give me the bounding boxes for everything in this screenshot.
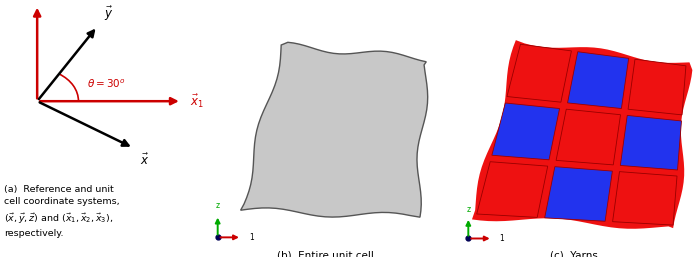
Polygon shape: [472, 40, 692, 229]
Text: $\theta = 30^o$: $\theta = 30^o$: [87, 78, 125, 90]
Polygon shape: [507, 44, 571, 102]
Text: $\vec{x}$: $\vec{x}$: [140, 153, 149, 168]
Polygon shape: [477, 162, 547, 217]
Polygon shape: [545, 167, 612, 221]
Text: 1: 1: [249, 233, 254, 242]
Text: (a)  Reference and unit
cell coordinate systems,
$(\vec{x}, \vec{y}, \vec{z})$ a: (a) Reference and unit cell coordinate s…: [4, 185, 120, 238]
Polygon shape: [568, 52, 629, 108]
Polygon shape: [492, 103, 559, 160]
Text: $\vec{x}_1$: $\vec{x}_1$: [190, 93, 204, 110]
Text: z: z: [216, 201, 220, 210]
Polygon shape: [556, 109, 620, 165]
Text: z: z: [466, 205, 470, 214]
Polygon shape: [628, 59, 686, 115]
Polygon shape: [612, 172, 677, 225]
Polygon shape: [241, 42, 428, 217]
Text: $\vec{y}$: $\vec{y}$: [104, 5, 113, 23]
Polygon shape: [620, 115, 682, 170]
Text: 1: 1: [499, 234, 504, 243]
Text: (c)  Yarns: (c) Yarns: [550, 251, 598, 257]
Text: (b)  Entire unit cell: (b) Entire unit cell: [276, 251, 374, 257]
